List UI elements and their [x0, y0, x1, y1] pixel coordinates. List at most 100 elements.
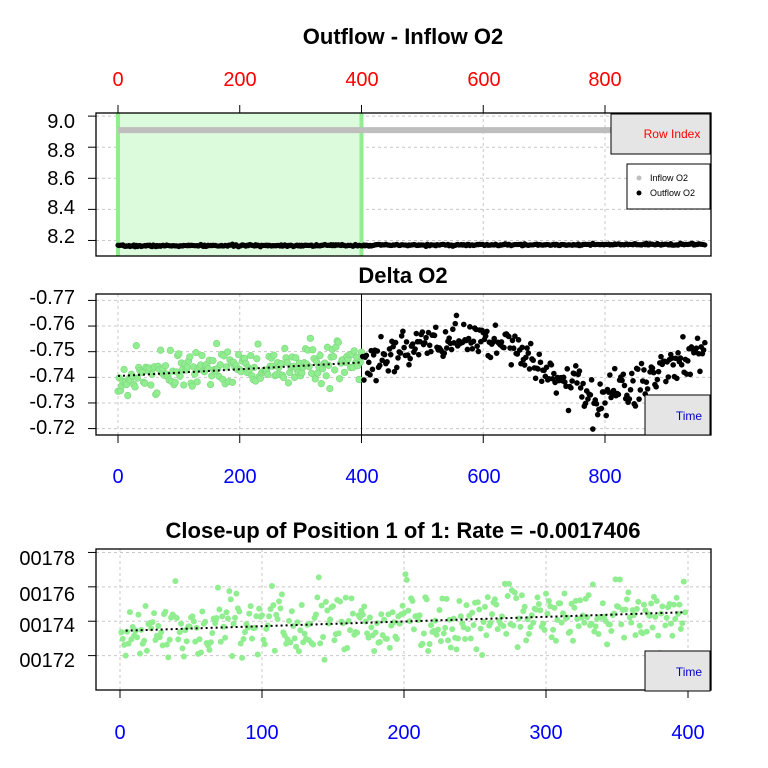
delta-point-green: [176, 372, 184, 380]
closeup-point: [216, 606, 223, 613]
closeup-point: [197, 649, 204, 656]
delta-point-green: [284, 379, 293, 387]
delta-point-green: [325, 361, 333, 369]
delta-point-black: [551, 370, 557, 377]
delta-point-black: [653, 384, 659, 390]
delta-point-black: [395, 355, 401, 361]
delta-point-green: [198, 351, 206, 360]
panel3-time-tag: Time: [644, 650, 711, 692]
delta-point-black: [579, 394, 585, 400]
p3-xtick-200: 200: [387, 722, 420, 744]
delta-point-black: [649, 365, 656, 371]
delta-point-black: [602, 400, 608, 406]
delta-point-black: [538, 378, 545, 385]
panel3-trend: [125, 611, 684, 632]
closeup-point: [483, 632, 490, 639]
delta-point-black: [702, 339, 708, 346]
delta-point-black: [564, 366, 571, 372]
delta-point-black: [665, 374, 672, 380]
closeup-point: [368, 624, 375, 631]
delta-point-green: [206, 380, 215, 389]
closeup-point: [432, 617, 439, 624]
p1-ytick-8.8: 8.8: [47, 140, 75, 162]
time-box: [644, 394, 711, 436]
delta-point-black: [464, 346, 471, 353]
row-index-label: Row Index: [644, 127, 701, 141]
p2-xtick-200: 200: [223, 466, 256, 488]
closeup-point: [372, 629, 379, 636]
closeup-point: [165, 654, 172, 661]
delta-point-black: [568, 385, 574, 391]
closeup-point: [291, 635, 298, 642]
closeup-point: [503, 630, 510, 637]
closeup-point: [119, 635, 126, 642]
closeup-point: [577, 597, 584, 604]
closeup-point: [389, 609, 396, 616]
delta-point-green: [124, 391, 132, 400]
delta-point-black: [384, 359, 390, 365]
closeup-point: [124, 628, 131, 635]
delta-point-black: [565, 407, 572, 414]
delta-point-black: [525, 350, 532, 356]
closeup-point: [633, 605, 640, 612]
delta-point-black: [419, 329, 426, 335]
closeup-point: [511, 589, 518, 596]
closeup-point: [274, 615, 281, 622]
closeup-point: [581, 619, 588, 626]
closeup-point: [481, 603, 488, 610]
delta-point-black: [373, 377, 379, 384]
closeup-point: [569, 637, 576, 644]
closeup-point: [226, 588, 233, 595]
delta-point-green: [147, 381, 155, 389]
delta-point-black: [366, 359, 372, 366]
delta-point-green: [183, 363, 191, 371]
closeup-point: [391, 619, 398, 626]
closeup-point: [537, 607, 544, 614]
delta-point-black: [577, 385, 584, 391]
delta-point-black: [482, 333, 489, 339]
closeup-point: [180, 653, 187, 660]
closeup-point: [335, 630, 342, 637]
delta-point-black: [423, 334, 429, 341]
closeup-point: [155, 622, 162, 629]
closeup-point: [557, 600, 564, 607]
closeup-point: [378, 611, 385, 618]
delta-point-black: [369, 366, 376, 373]
closeup-point: [636, 622, 643, 629]
closeup-point: [550, 626, 557, 633]
delta-point-black: [391, 368, 398, 375]
closeup-point: [314, 594, 321, 601]
closeup-point: [470, 621, 477, 628]
delta-point-black: [422, 339, 428, 346]
panel2-y-axis: -0.77 -0.76 -0.75 -0.74 -0.73 -0.72: [29, 287, 75, 439]
closeup-point: [672, 616, 679, 623]
closeup-point: [266, 613, 273, 620]
delta-point-black: [491, 335, 498, 342]
closeup-point: [287, 639, 294, 646]
closeup-point: [403, 576, 410, 583]
closeup-point: [206, 646, 213, 653]
closeup-point: [484, 594, 491, 601]
closeup-point: [122, 652, 129, 659]
delta-point-black: [426, 342, 433, 349]
delta-point-black: [585, 396, 591, 402]
closeup-point: [513, 595, 520, 602]
delta-point-black: [680, 333, 686, 340]
closeup-point: [469, 609, 476, 616]
delta-point-green: [157, 346, 165, 354]
closeup-point: [318, 602, 325, 609]
delta-point-black: [597, 381, 603, 387]
closeup-point: [447, 644, 454, 651]
delta-point-green: [270, 351, 278, 359]
closeup-point: [571, 604, 578, 611]
closeup-point: [667, 620, 674, 627]
legend-marker-inflow: [636, 175, 642, 181]
closeup-point: [677, 626, 684, 633]
delta-point-black: [619, 377, 625, 384]
closeup-point: [615, 603, 622, 610]
p3-ytick-1: 00176: [19, 584, 75, 606]
delta-point-green: [153, 389, 161, 397]
closeup-point: [383, 635, 390, 642]
delta-point-green: [216, 361, 224, 369]
